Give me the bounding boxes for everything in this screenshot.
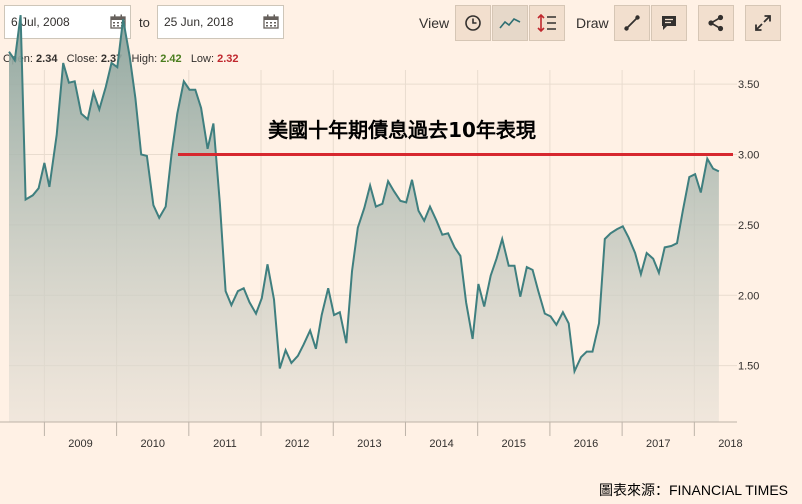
y-tick-label: 3.00 — [738, 149, 759, 161]
view-label: View — [419, 15, 450, 31]
x-tick-label: 2012 — [285, 438, 309, 450]
expand-icon — [755, 15, 771, 31]
to-date-value: 25 Jun, 2018 — [164, 15, 234, 29]
high-value: 2.42 — [160, 53, 182, 65]
indicators-icon — [537, 13, 556, 33]
close-label: Close: — [66, 53, 98, 65]
y-tick-label: 2.50 — [738, 220, 759, 232]
clock-icon — [465, 15, 481, 31]
draw-line-button[interactable] — [614, 5, 650, 41]
x-tick-label: 2016 — [574, 438, 598, 450]
series-area — [9, 15, 719, 422]
series-line — [8, 14, 720, 375]
x-tick-label: 2014 — [429, 438, 453, 450]
draw-label: Draw — [576, 15, 609, 31]
x-tick-label: 2015 — [502, 438, 526, 450]
to-date-input[interactable]: 25 Jun, 2018 — [157, 5, 284, 39]
calendar-icon[interactable] — [263, 14, 279, 29]
annotate-button[interactable] — [651, 5, 687, 41]
from-date-value: 6 Jul, 2008 — [11, 15, 70, 29]
low-value: 2.32 — [217, 53, 239, 65]
line-chart-icon — [499, 18, 521, 29]
x-tick-label: 2017 — [646, 438, 670, 450]
low-label: Low: — [190, 53, 215, 65]
open-value: 2.34 — [36, 53, 58, 65]
share-icon — [708, 14, 724, 32]
x-tick-label: 2018 — [718, 438, 742, 450]
x-tick-label: 2013 — [357, 438, 381, 450]
x-tick-label: 2011 — [213, 438, 237, 450]
comment-icon — [662, 16, 676, 30]
indicators-button[interactable] — [529, 5, 565, 41]
from-date-input[interactable]: 6 Jul, 2008 — [4, 5, 131, 39]
expand-button[interactable] — [745, 5, 781, 41]
share-button[interactable] — [698, 5, 734, 41]
chart-style-button[interactable] — [492, 5, 528, 41]
source-credit: 圖表來源：FINANCIAL TIMES — [598, 482, 788, 498]
y-tick-label: 1.50 — [738, 361, 759, 373]
to-label: to — [139, 15, 150, 30]
high-label: High: — [131, 53, 158, 65]
pen-icon — [624, 15, 640, 31]
chart-title: 美國十年期債息過去10年表現 — [268, 118, 536, 142]
y-tick-label: 2.00 — [738, 290, 759, 302]
x-tick-label: 2010 — [140, 438, 164, 450]
time-range-button[interactable] — [455, 5, 491, 41]
x-tick-label: 2009 — [68, 438, 92, 450]
y-tick-label: 3.50 — [738, 79, 759, 91]
